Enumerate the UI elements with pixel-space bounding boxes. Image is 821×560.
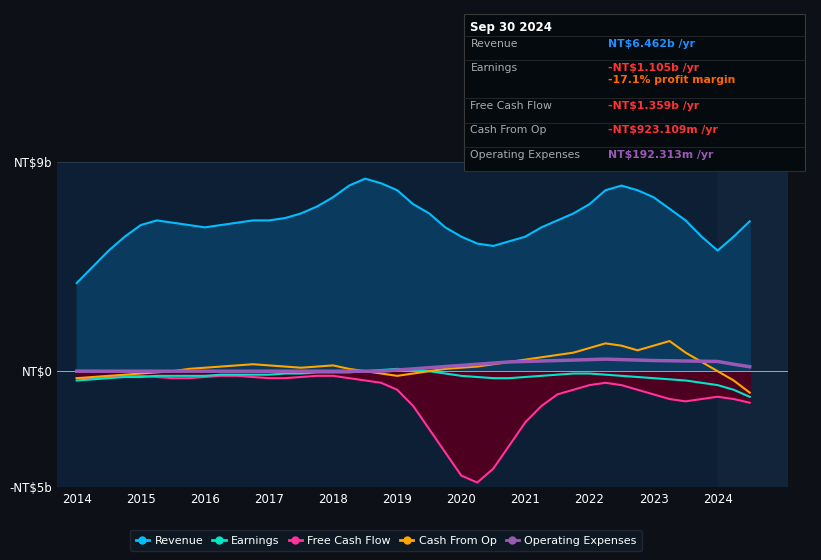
Text: Operating Expenses: Operating Expenses bbox=[470, 150, 580, 160]
Text: Cash From Op: Cash From Op bbox=[470, 125, 547, 136]
Bar bbox=[718, 162, 795, 487]
Text: NT$6.462b /yr: NT$6.462b /yr bbox=[608, 39, 695, 49]
Text: -NT$1.105b /yr: -NT$1.105b /yr bbox=[608, 63, 699, 73]
Text: -17.1% profit margin: -17.1% profit margin bbox=[608, 75, 735, 85]
Text: Revenue: Revenue bbox=[470, 39, 518, 49]
Legend: Revenue, Earnings, Free Cash Flow, Cash From Op, Operating Expenses: Revenue, Earnings, Free Cash Flow, Cash … bbox=[131, 530, 642, 552]
Text: NT$192.313m /yr: NT$192.313m /yr bbox=[608, 150, 713, 160]
Text: -NT$1.359b /yr: -NT$1.359b /yr bbox=[608, 101, 699, 111]
Text: Sep 30 2024: Sep 30 2024 bbox=[470, 21, 553, 34]
Text: Earnings: Earnings bbox=[470, 63, 517, 73]
Text: Free Cash Flow: Free Cash Flow bbox=[470, 101, 553, 111]
Text: -NT$923.109m /yr: -NT$923.109m /yr bbox=[608, 125, 718, 136]
